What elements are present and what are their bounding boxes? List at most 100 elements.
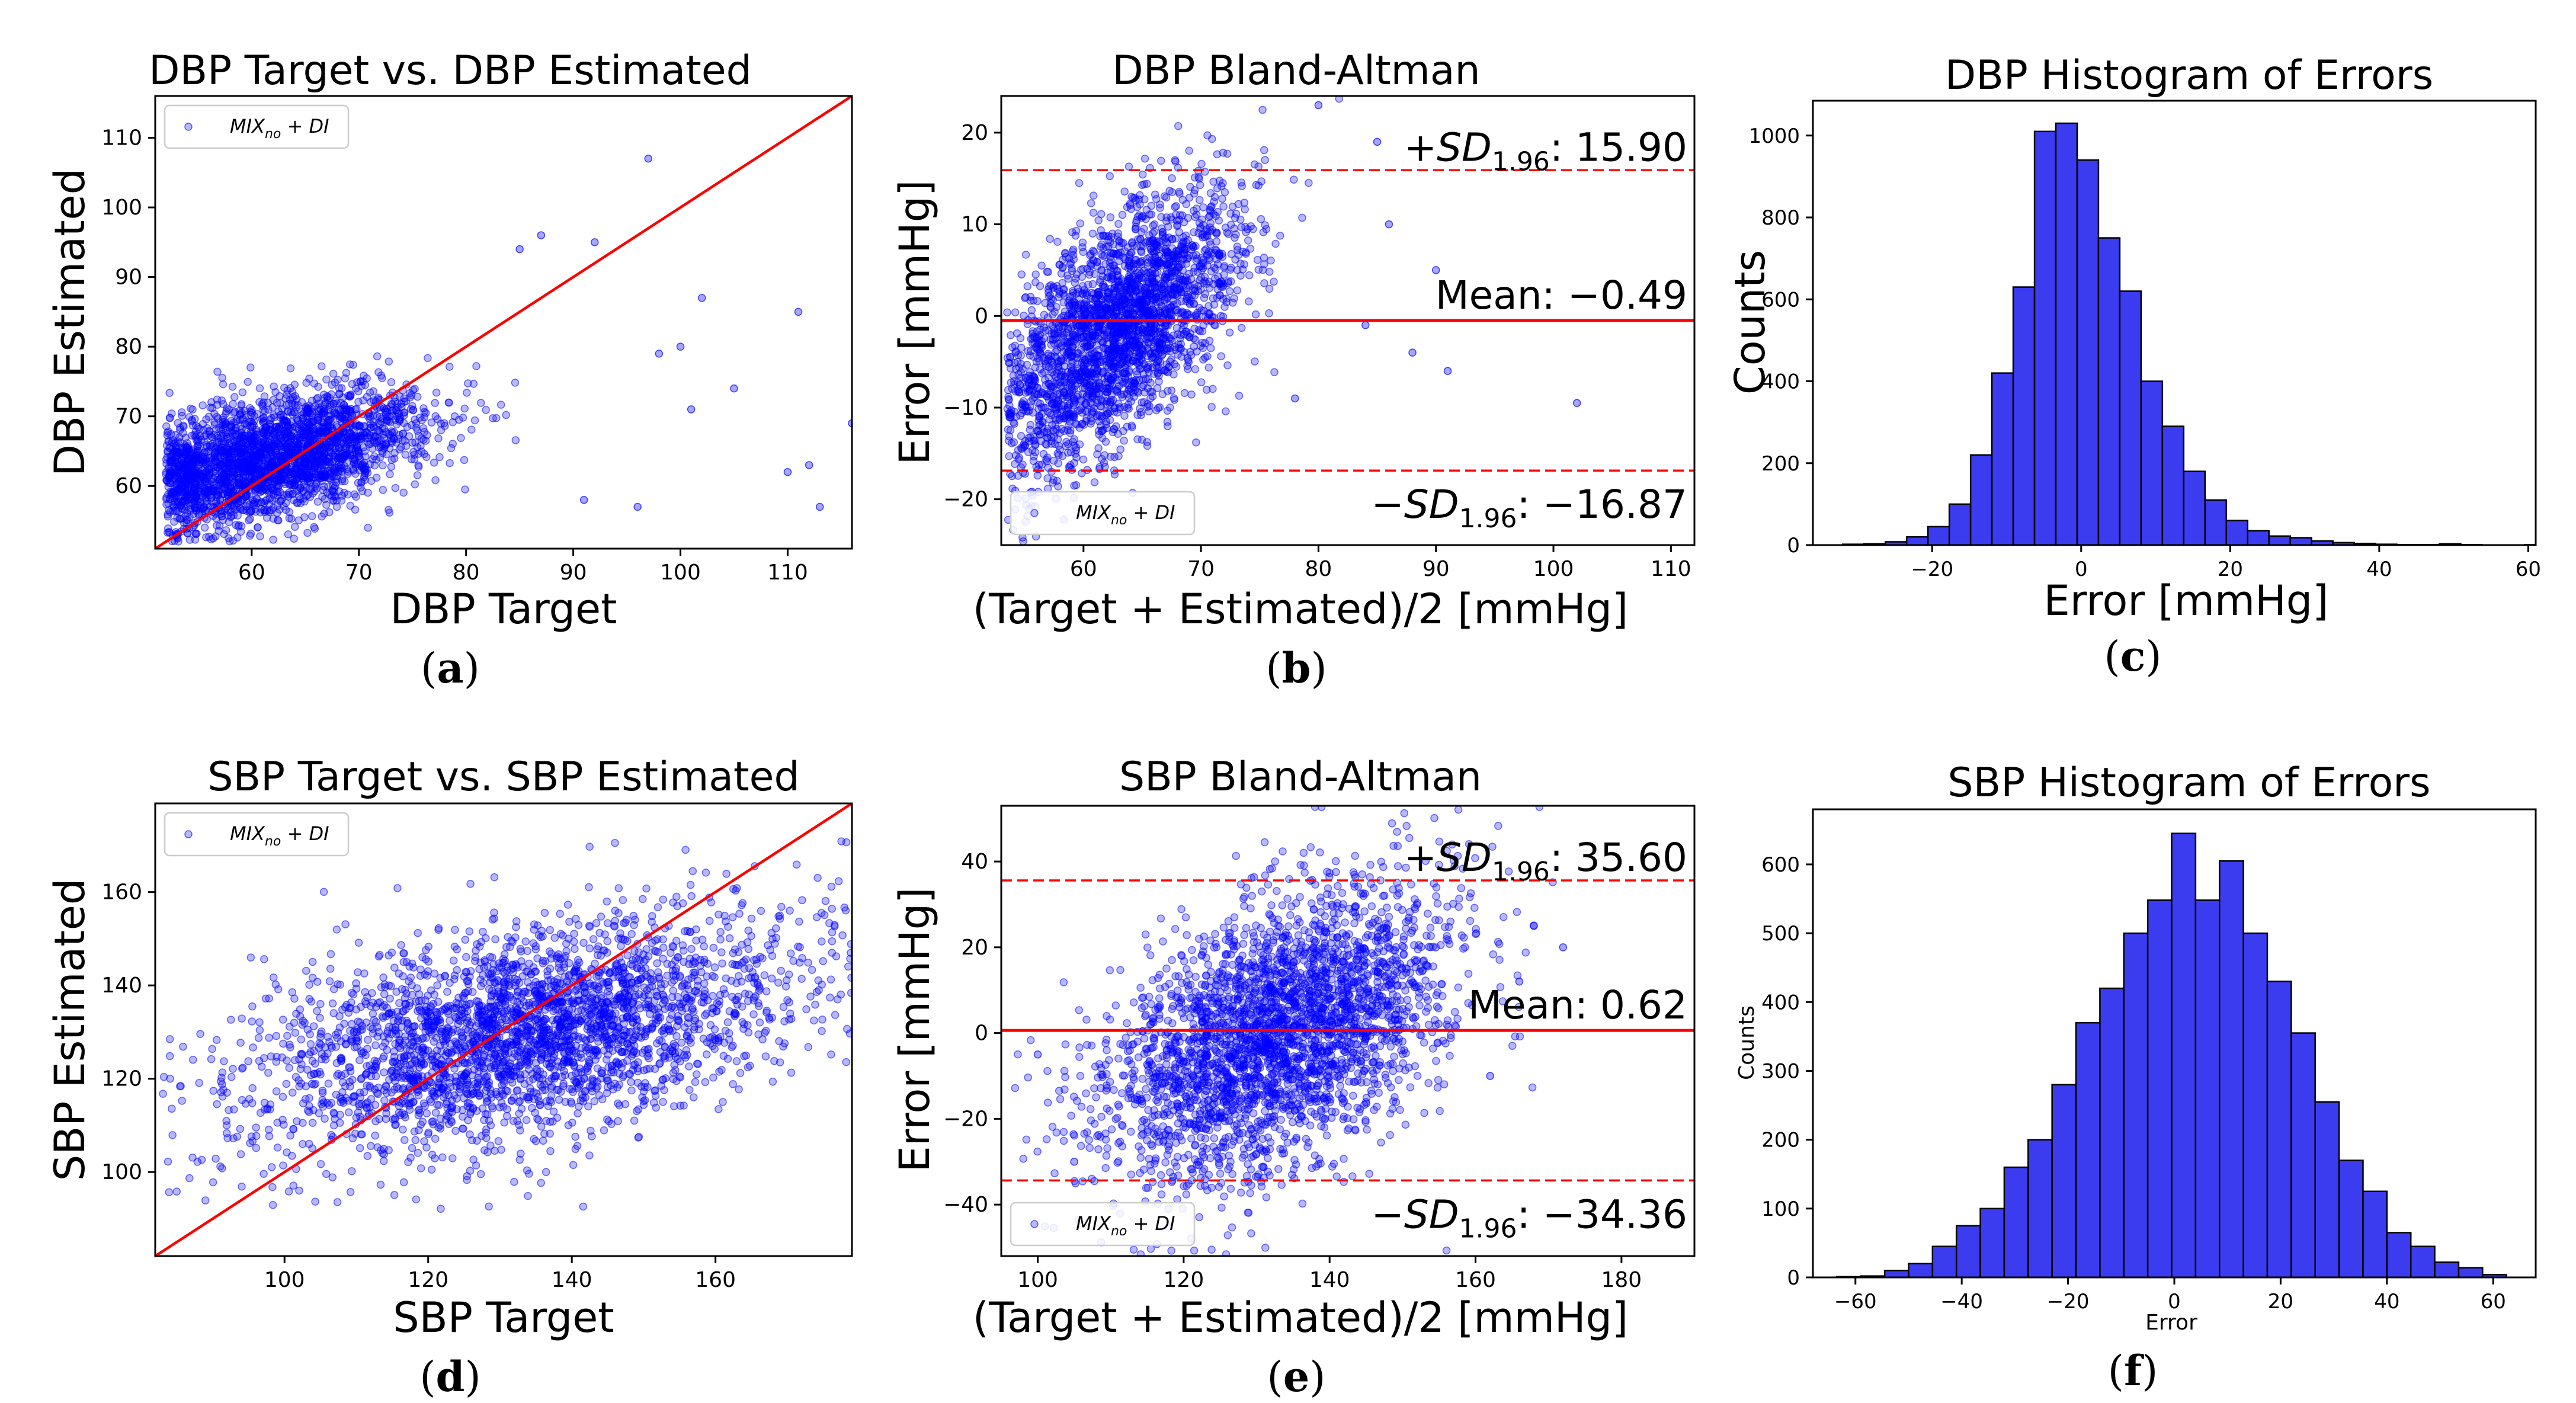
data-point [1046, 335, 1055, 344]
data-point [1078, 282, 1087, 290]
data-point [1113, 309, 1121, 317]
data-point [1209, 294, 1217, 303]
data-point [318, 362, 326, 371]
data-point [1023, 282, 1032, 290]
data-point [511, 436, 520, 444]
data-point [290, 380, 299, 389]
data-point [1078, 289, 1087, 298]
data-point [267, 463, 275, 472]
data-point [433, 415, 442, 424]
data-point [400, 408, 408, 417]
data-point [260, 506, 268, 514]
data-point [1245, 297, 1253, 306]
data-point [1167, 213, 1175, 222]
data-point [1085, 270, 1094, 279]
data-point [206, 441, 214, 449]
legend-label-subscript: no [265, 127, 281, 142]
data-point [1244, 236, 1252, 245]
data-point [322, 501, 331, 509]
data-point [1140, 154, 1149, 163]
data-point [492, 414, 501, 422]
data-point [1221, 223, 1230, 232]
data-point [213, 367, 222, 376]
data-point [297, 398, 306, 406]
data-point [351, 405, 360, 414]
data-point [265, 488, 274, 497]
data-point [1235, 392, 1244, 400]
data-point [1265, 309, 1273, 318]
data-point [460, 404, 469, 413]
data-point [295, 485, 303, 494]
data-point [352, 492, 360, 501]
data-point [179, 429, 187, 437]
data-point [435, 453, 444, 462]
data-point [164, 506, 173, 514]
data-point [303, 528, 312, 537]
data-point [319, 459, 328, 467]
data-point [1067, 382, 1076, 391]
data-point [1118, 210, 1127, 219]
data-point [340, 477, 349, 486]
data-point [413, 392, 422, 401]
data-point [182, 480, 191, 488]
data-point [213, 521, 221, 530]
data-point [280, 383, 289, 392]
data-point [261, 423, 270, 431]
data-point [431, 476, 440, 485]
data-point [164, 490, 172, 499]
data-point [347, 430, 355, 438]
data-point [318, 410, 327, 419]
data-point [1060, 401, 1069, 410]
data-point [294, 516, 303, 524]
data-point [1050, 440, 1059, 449]
data-point [1115, 242, 1123, 251]
data-point [183, 529, 192, 538]
data-point [1153, 384, 1162, 392]
data-point [164, 447, 172, 456]
data-point [1049, 456, 1058, 465]
data-point [1245, 271, 1254, 280]
data-point [1005, 437, 1013, 445]
data-point [173, 514, 181, 522]
data-point [1138, 435, 1146, 444]
data-point [697, 294, 706, 302]
data-point [1131, 225, 1140, 233]
data-point [1147, 301, 1156, 310]
data-point [1194, 229, 1203, 238]
data-point [1152, 195, 1161, 203]
data-point [1207, 403, 1216, 411]
data-point [288, 387, 297, 396]
data-point [1005, 413, 1014, 422]
data-point [294, 440, 302, 449]
data-point [1163, 387, 1172, 395]
caption-letter: a [437, 643, 463, 693]
data-point [411, 385, 419, 393]
data-point [258, 457, 266, 465]
data-point [255, 449, 264, 457]
data-point [1197, 286, 1205, 294]
y-tick-label: 60 [115, 474, 142, 498]
data-point [241, 406, 249, 415]
data-point [174, 478, 183, 487]
data-point [1251, 357, 1259, 366]
data-point [1036, 350, 1045, 359]
data-point [1075, 179, 1084, 187]
legend: MIXno + DI [164, 104, 350, 149]
data-point [227, 423, 236, 432]
data-point [269, 514, 278, 523]
data-point [213, 412, 221, 421]
data-point [1212, 237, 1221, 246]
data-point [312, 484, 321, 493]
data-point [687, 405, 696, 414]
data-point [298, 423, 307, 431]
data-point [411, 438, 419, 447]
data-point [174, 488, 182, 497]
data-point [326, 443, 335, 452]
data-point [1068, 287, 1077, 295]
data-point [358, 487, 367, 495]
data-point [1172, 246, 1181, 255]
data-point [311, 402, 319, 410]
